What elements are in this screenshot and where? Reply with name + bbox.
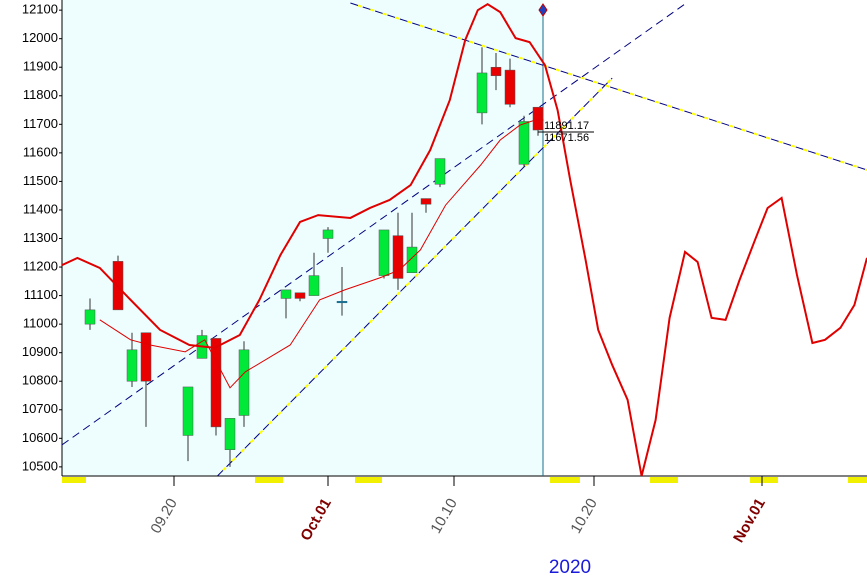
x-tick-label: Nov.01 [730,495,769,545]
candle-body [336,301,348,304]
candle-body [518,121,530,165]
price-annotation: 11671.56 [544,132,589,144]
x-tick-label: 10.20 [567,495,600,536]
marker [848,477,867,483]
marker [550,477,580,483]
candle-body [210,338,222,428]
y-tick-label: 10600 [22,430,58,445]
plot [62,2,867,476]
marker [750,477,778,483]
y-tick-label: 11600 [23,144,58,159]
trend-line [217,77,613,476]
y-tick-label: 11900 [23,59,58,74]
y-tick-label: 11500 [23,173,58,188]
candle-body [420,198,432,205]
y-tick-label: 11000 [23,316,58,331]
candle-body [378,229,390,276]
y-tick-label: 12000 [22,30,58,45]
y-tick-label: 11100 [24,287,58,302]
candle-body [504,69,516,105]
candle-body [182,386,194,436]
x-tick-label: 10.10 [427,495,460,536]
trend-line [62,2,687,446]
y-tick-label: 12100 [22,2,58,17]
curve [62,2,867,476]
x-tick-label: 09.20 [147,495,180,536]
candle-body [392,235,404,279]
y-tick-label: 11200 [23,258,58,273]
marker [650,477,678,483]
candle-body [294,292,306,299]
candle-body [490,66,502,77]
candle-body [238,349,250,416]
y-tick-label: 10900 [22,344,58,359]
candle-body [476,72,488,114]
y-tick-label: 11300 [23,230,58,245]
y-tick-label: 10500 [22,458,58,473]
current-marker [538,3,548,17]
candle-body [126,349,138,382]
candle-body [532,106,544,131]
y-tick-label: 11800 [23,87,58,102]
candle-body [322,229,334,239]
candle-body [434,158,446,185]
x-tick-label: Oct.01 [297,495,335,543]
candle-body [406,246,418,274]
y-tick-label: 10800 [22,373,58,388]
marker [355,477,382,483]
candle-body [140,332,152,382]
marker [255,477,283,483]
y-tick-label: 11700 [23,116,58,131]
trend-line-accent [350,2,867,171]
candle-body [224,418,236,450]
year-label: 2020 [549,557,591,578]
y-tick-label: 10700 [22,401,58,416]
y-tick-label: 11400 [23,201,58,216]
history-background [62,0,543,476]
candle-body [84,309,96,325]
weekend-markers [62,477,867,483]
curve [99,119,544,389]
candle-body [308,275,320,296]
price-annotation: 11891.17 [544,120,589,132]
candle-body [280,289,292,299]
marker [62,477,86,483]
